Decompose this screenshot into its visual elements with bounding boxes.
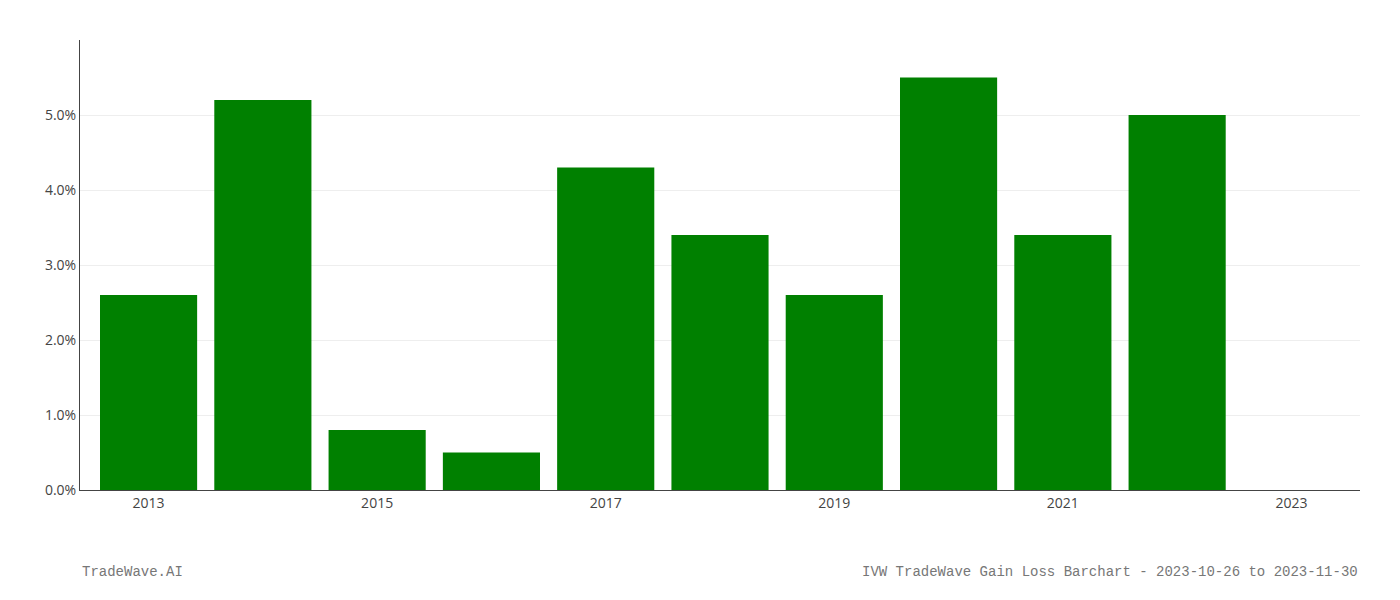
svg-text:2017: 2017 (590, 493, 622, 512)
svg-text:2019: 2019 (818, 493, 850, 512)
svg-text:3.0%: 3.0% (45, 255, 76, 274)
svg-text:4.0%: 4.0% (45, 180, 76, 199)
svg-text:2013: 2013 (133, 493, 165, 512)
svg-text:TradeWave.AI: TradeWave.AI (82, 564, 183, 580)
svg-text:2023: 2023 (1275, 493, 1307, 512)
svg-text:2.0%: 2.0% (45, 330, 76, 349)
svg-text:1.0%: 1.0% (45, 405, 76, 424)
svg-text:IVW TradeWave Gain Loss Barcha: IVW TradeWave Gain Loss Barchart - 2023-… (862, 564, 1358, 580)
svg-text:2015: 2015 (361, 493, 393, 512)
svg-text:5.0%: 5.0% (45, 105, 76, 124)
svg-text:0.0%: 0.0% (45, 480, 76, 499)
svg-text:2021: 2021 (1047, 493, 1079, 512)
